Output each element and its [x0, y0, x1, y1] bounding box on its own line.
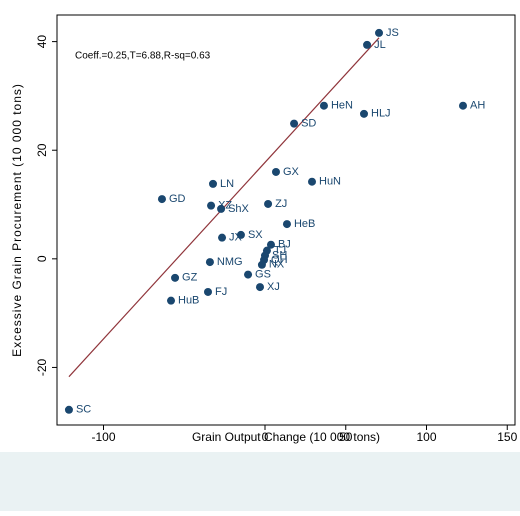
point-label: GS — [255, 268, 271, 280]
point — [266, 240, 275, 249]
point-label: JX — [229, 232, 243, 244]
point-label: SX — [248, 229, 263, 241]
point-label: QH — [271, 254, 288, 266]
point-label: SD — [301, 118, 316, 130]
point — [217, 204, 226, 213]
point — [319, 101, 328, 110]
point — [363, 40, 372, 49]
x-axis-title: Grain Output Change (10 000 tons) — [192, 430, 380, 444]
x-tick-label: -100 — [91, 430, 115, 444]
y-tick-label: 20 — [35, 143, 49, 157]
point — [458, 101, 467, 110]
point — [375, 28, 384, 37]
point — [244, 270, 253, 279]
point — [209, 179, 218, 188]
point — [255, 283, 264, 292]
point-label: BJ — [278, 239, 291, 251]
point — [207, 201, 216, 210]
y-tick-label: 0 — [35, 255, 49, 262]
point — [203, 287, 212, 296]
point-label: HeB — [294, 218, 315, 230]
point-label: AH — [470, 100, 485, 112]
x-tick-label: 50 — [339, 430, 353, 444]
point-label: GZ — [182, 272, 198, 284]
point-label: JS — [386, 27, 399, 39]
point-label: SH — [272, 249, 287, 261]
point — [264, 199, 273, 208]
point-label: GX — [283, 166, 300, 178]
point — [236, 230, 245, 239]
point — [271, 167, 280, 176]
point-label: FJ — [215, 286, 227, 298]
point — [157, 195, 166, 204]
point-label: HLJ — [371, 108, 391, 120]
point-label: JL — [374, 39, 386, 51]
point-label: GD — [169, 193, 186, 205]
point-label: NMG — [217, 256, 243, 268]
point-label: NX — [269, 259, 285, 271]
plot-area — [56, 14, 516, 426]
point — [218, 233, 227, 242]
y-tick-label: -20 — [35, 358, 49, 376]
point-label: XJ — [267, 281, 280, 293]
y-tick-label: 40 — [35, 35, 49, 49]
x-tick-label: 100 — [416, 430, 436, 444]
point-label: ZJ — [275, 198, 287, 210]
point-label: TJ — [274, 245, 286, 257]
point — [171, 273, 180, 282]
point-label: HuN — [319, 176, 341, 188]
point-label: ShX — [228, 203, 249, 215]
annotation: Coeff.=0.25,T=6.88,R-sq=0.63 — [75, 51, 211, 62]
point — [205, 258, 214, 267]
point — [282, 220, 291, 229]
y-axis-title: Excessive Grain Procurement (10 000 tons… — [10, 83, 24, 357]
point — [64, 405, 73, 414]
point — [308, 177, 317, 186]
point-label: SC — [76, 404, 91, 416]
point-label: HuB — [178, 295, 199, 307]
point — [290, 119, 299, 128]
point — [167, 296, 176, 305]
point — [257, 260, 266, 269]
point-label: HeN — [331, 100, 353, 112]
x-tick-label: 150 — [497, 430, 517, 444]
point-label: LN — [220, 178, 234, 190]
point — [360, 109, 369, 118]
x-tick-label: 0 — [262, 430, 269, 444]
